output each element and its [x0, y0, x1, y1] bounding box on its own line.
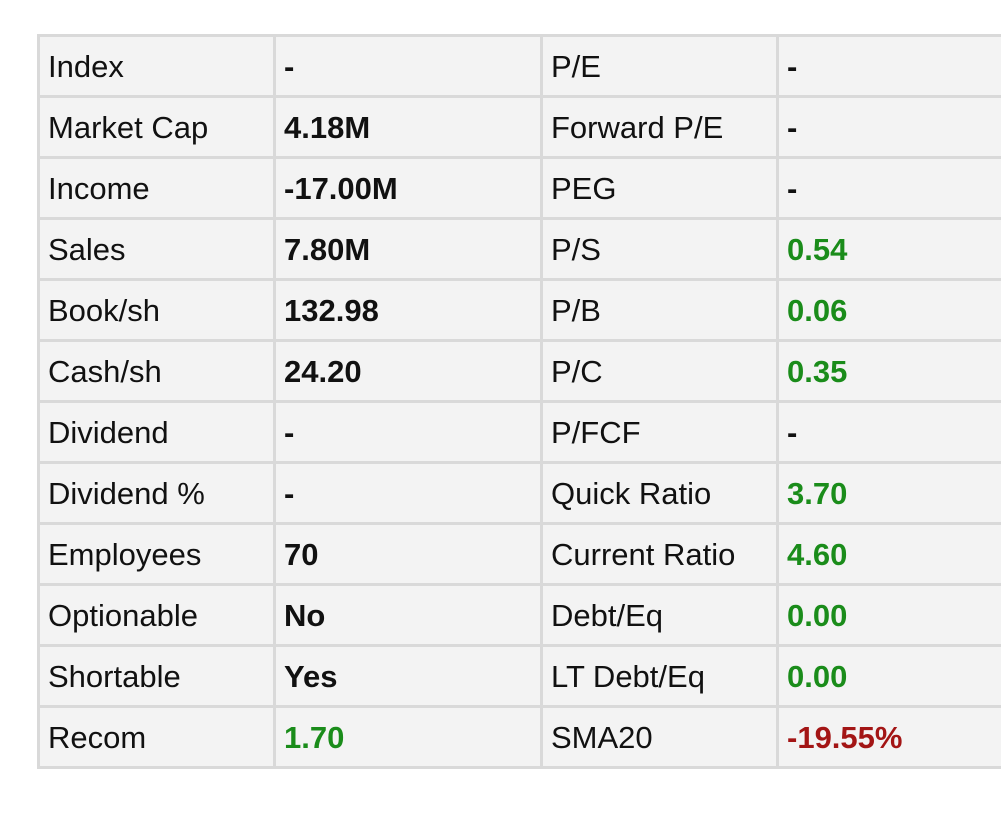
- metric-value: 4.18M: [273, 95, 543, 159]
- metric-value: -: [776, 34, 1001, 98]
- metric-value: 70: [273, 522, 543, 586]
- metric-label: SMA20: [540, 705, 779, 769]
- metric-value: 4.60: [776, 522, 1001, 586]
- metric-label: Recom: [37, 705, 276, 769]
- stock-stats-panel: Index - P/E - Market Cap 4.18M Forward P/E - Inc…: [37, 34, 1001, 769]
- metric-label: Optionable: [37, 583, 276, 647]
- metric-label: P/B: [540, 278, 779, 342]
- metric-value: 0.35: [776, 339, 1001, 403]
- metric-value: No: [273, 583, 543, 647]
- metric-label: Dividend: [37, 400, 276, 464]
- table-row: Employees 70 Current Ratio 4.60: [37, 522, 1001, 586]
- metric-value: 0.00: [776, 644, 1001, 708]
- stats-table-body: Index - P/E - Market Cap 4.18M Forward P/E - Inc…: [37, 34, 1001, 769]
- metric-value: -19.55%: [776, 705, 1001, 769]
- metric-value: -: [273, 34, 543, 98]
- table-row: Shortable Yes LT Debt/Eq 0.00: [37, 644, 1001, 708]
- metric-label: PEG: [540, 156, 779, 220]
- metric-value: 0.54: [776, 217, 1001, 281]
- table-row: Dividend - P/FCF -: [37, 400, 1001, 464]
- metric-value: 0.06: [776, 278, 1001, 342]
- metric-label: Sales: [37, 217, 276, 281]
- table-row: Index - P/E -: [37, 34, 1001, 98]
- metric-label: P/S: [540, 217, 779, 281]
- table-row: Sales 7.80M P/S 0.54: [37, 217, 1001, 281]
- metric-value: 3.70: [776, 461, 1001, 525]
- metric-value: -: [776, 95, 1001, 159]
- metric-value: -: [776, 400, 1001, 464]
- metric-value: -: [273, 461, 543, 525]
- metric-label: Shortable: [37, 644, 276, 708]
- metric-label: P/E: [540, 34, 779, 98]
- metric-value: -17.00M: [273, 156, 543, 220]
- metric-label: Index: [37, 34, 276, 98]
- metric-value: Yes: [273, 644, 543, 708]
- metric-label: LT Debt/Eq: [540, 644, 779, 708]
- metric-value: 132.98: [273, 278, 543, 342]
- metric-label: Quick Ratio: [540, 461, 779, 525]
- metric-label: Dividend %: [37, 461, 276, 525]
- metric-value: 7.80M: [273, 217, 543, 281]
- metric-label: Market Cap: [37, 95, 276, 159]
- metric-label: P/C: [540, 339, 779, 403]
- metric-label: P/FCF: [540, 400, 779, 464]
- metric-label: Book/sh: [37, 278, 276, 342]
- table-row: Recom 1.70 SMA20 -19.55%: [37, 705, 1001, 769]
- metric-value: 0.00: [776, 583, 1001, 647]
- metric-value: -: [273, 400, 543, 464]
- metric-label: Income: [37, 156, 276, 220]
- table-row: Income -17.00M PEG -: [37, 156, 1001, 220]
- table-row: Dividend % - Quick Ratio 3.70: [37, 461, 1001, 525]
- table-row: Cash/sh 24.20 P/C 0.35: [37, 339, 1001, 403]
- metric-label: Forward P/E: [540, 95, 779, 159]
- table-row: Optionable No Debt/Eq 0.00: [37, 583, 1001, 647]
- table-row: Book/sh 132.98 P/B 0.06: [37, 278, 1001, 342]
- metric-value: 1.70: [273, 705, 543, 769]
- stock-stats-table: Index - P/E - Market Cap 4.18M Forward P/E - Inc…: [37, 34, 1001, 769]
- metric-value: -: [776, 156, 1001, 220]
- metric-value: 24.20: [273, 339, 543, 403]
- metric-label: Employees: [37, 522, 276, 586]
- metric-label: Cash/sh: [37, 339, 276, 403]
- table-row: Market Cap 4.18M Forward P/E -: [37, 95, 1001, 159]
- metric-label: Debt/Eq: [540, 583, 779, 647]
- metric-label: Current Ratio: [540, 522, 779, 586]
